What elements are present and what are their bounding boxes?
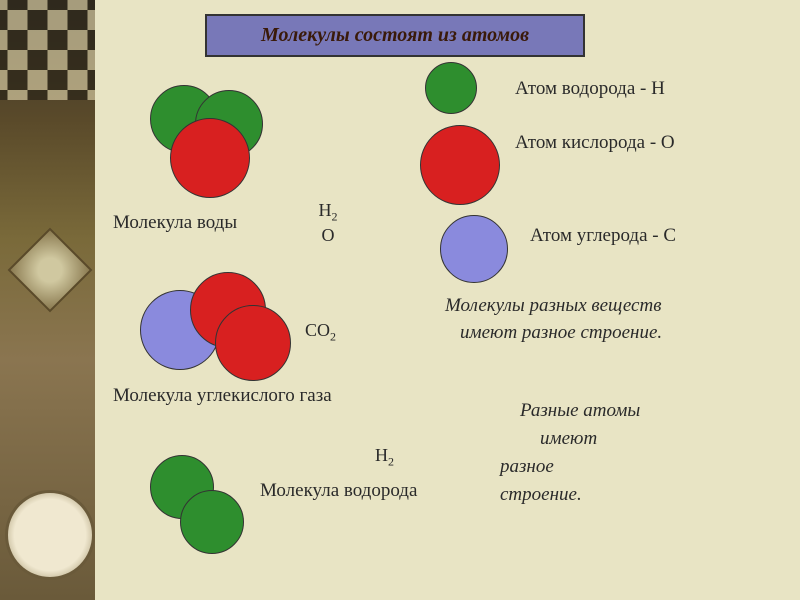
note2-line2: имеют xyxy=(540,428,597,450)
water-label: Молекула воды xyxy=(113,212,237,234)
slide-title: Молекулы состоят из атомов xyxy=(205,14,585,57)
water-atom-3 xyxy=(170,118,250,198)
slide-content: Молекулы состоят из атомов Молекула воды… xyxy=(95,0,800,600)
h2-atom-2 xyxy=(180,490,244,554)
legend-hydrogen-label: Атом водорода - H xyxy=(515,78,665,100)
note2-line3: разное xyxy=(500,456,554,478)
note2-line1: Разные атомы xyxy=(520,400,640,422)
checkerboard-decor xyxy=(0,0,95,100)
decorative-left-strip xyxy=(0,0,95,600)
clock-decor xyxy=(5,490,95,580)
medal-decor xyxy=(8,228,93,313)
co2-atom-2 xyxy=(215,305,291,381)
co2-formula: CO2 xyxy=(305,320,336,345)
legend-oxygen-atom xyxy=(420,125,500,205)
note1-line1: Молекулы разных веществ xyxy=(445,295,661,317)
co2-label: Молекула углекислого газа xyxy=(113,385,332,407)
h2-label: Молекула водорода xyxy=(260,480,417,502)
note1-line2: имеют разное строение. xyxy=(460,322,662,344)
legend-carbon-atom xyxy=(440,215,508,283)
legend-hydrogen-atom xyxy=(425,62,477,114)
legend-oxygen-label: Атом кислорода - O xyxy=(515,132,675,154)
legend-carbon-label: Атом углерода - C xyxy=(530,225,676,247)
water-formula: H2O xyxy=(313,200,343,246)
h2-formula: H2 xyxy=(375,445,394,470)
note2-line4: строение. xyxy=(500,484,582,506)
